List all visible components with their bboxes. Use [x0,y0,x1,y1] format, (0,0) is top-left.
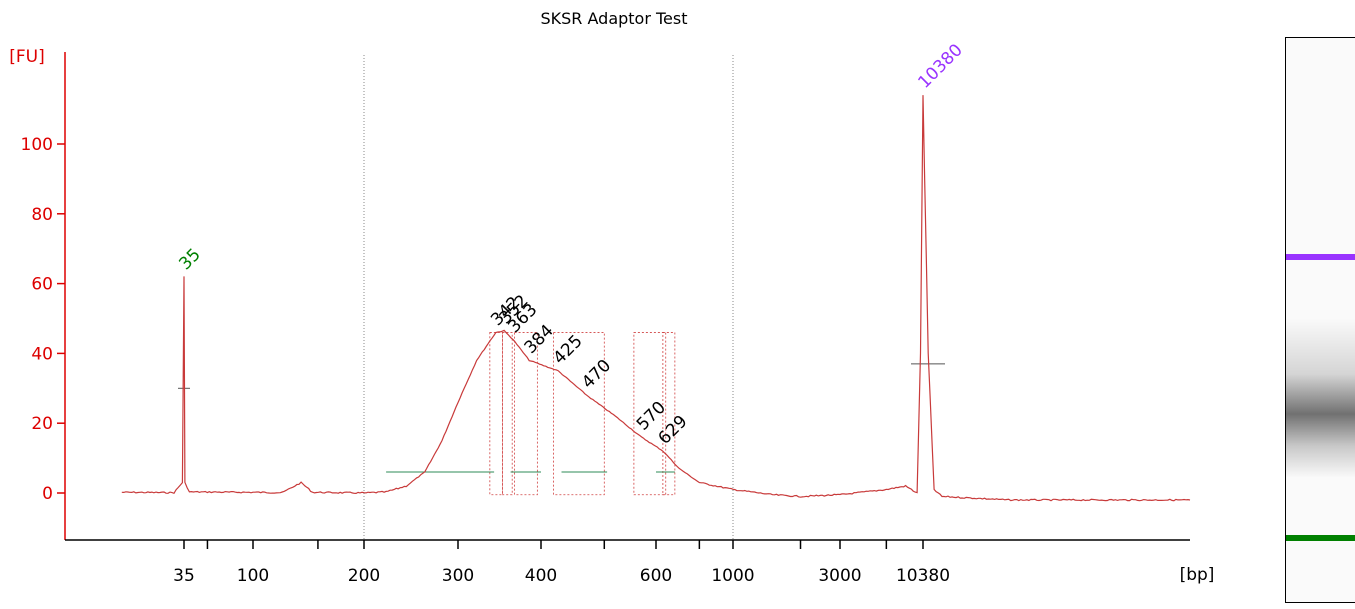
x-tick-label-300: 300 [442,566,474,586]
series-trace [121,95,1191,502]
x-tick-label-1000: 1000 [711,566,754,586]
x-tick-label-35: 35 [173,566,195,586]
x-tick-label-10380: 10380 [896,566,950,586]
x-tick-label-3000: 3000 [818,566,861,586]
region-box-5 [633,332,667,496]
region-layer [178,332,945,496]
gel-band-lower-marker [1286,535,1355,541]
electropherogram-chart: SKSR Adaptor Test [FU] [bp] 0 20 40 60 80 100… [9,9,1215,586]
axes-layer: 0 20 40 60 80 100 35 100 200 300 400 600 1000 3000 103… [21,52,1190,586]
x-tick-label-400: 400 [525,566,557,586]
gel-lane [1285,37,1355,603]
region-box-6 [662,332,676,496]
region-box-2 [502,332,513,496]
y-tick-label-60: 60 [31,275,53,295]
y-tick-label-80: 80 [31,205,53,225]
trace-layer [121,95,1191,502]
peak-label-470: 470 [578,356,615,393]
gel-band-upper-marker [1286,254,1355,260]
y-tick-label-100: 100 [21,135,53,155]
y-tick-label-40: 40 [31,344,53,364]
chart-title: SKSR Adaptor Test [540,9,687,28]
x-axis-label: [bp] [1180,565,1215,585]
y-tick-label-0: 0 [42,484,53,504]
x-tick-label-100: 100 [237,566,269,586]
gel-band-smear [1286,318,1355,478]
peak-label-35: 35 [175,245,204,274]
y-axis-label: [FU] [9,47,45,67]
region-box-3 [514,332,538,496]
region-box-1 [489,332,503,496]
region-box-4 [553,332,605,496]
y-tick-label-20: 20 [31,414,53,434]
x-tick-label-600: 600 [640,566,672,586]
peak-label-10380: 10380 [914,40,966,92]
x-tick-label-200: 200 [348,566,380,586]
